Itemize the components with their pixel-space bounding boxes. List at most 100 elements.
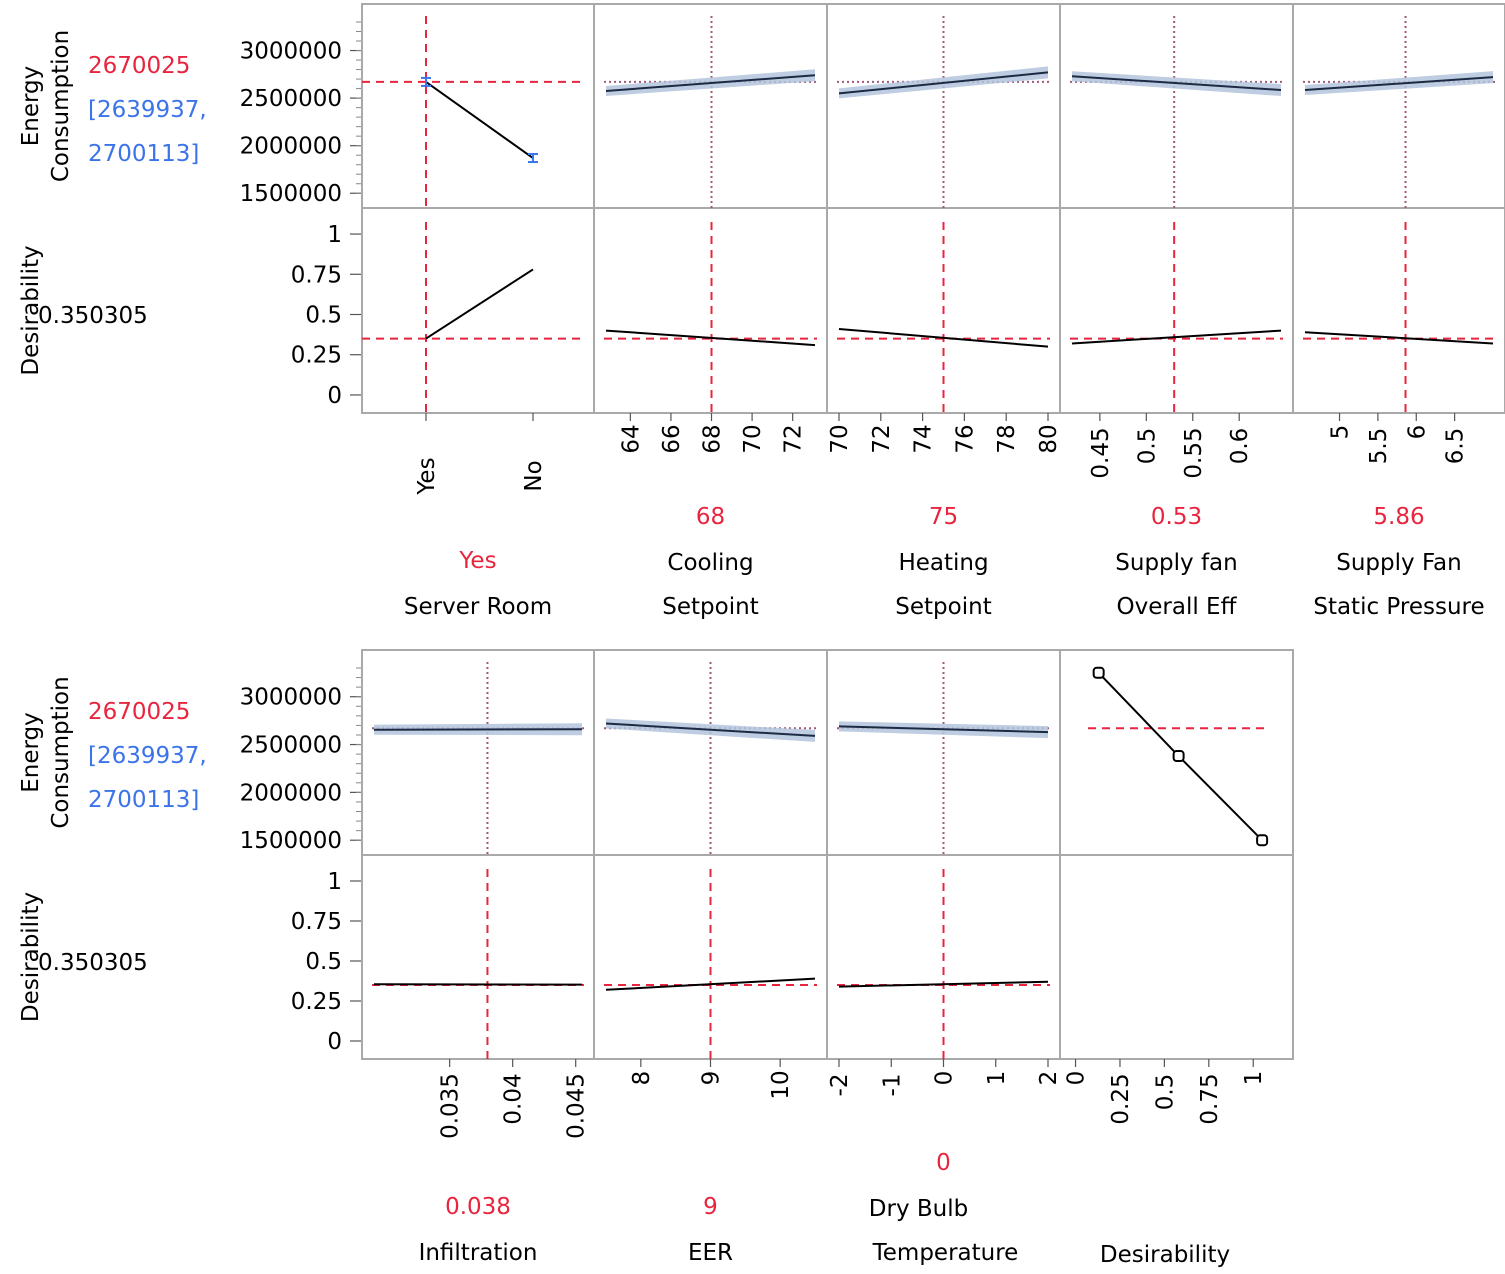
energy-tick-label: 3000000 [240, 685, 342, 711]
energy-panel-frame [361, 649, 595, 856]
factor-current-value: Yes [458, 548, 496, 574]
desirability-tick-label: 0.5 [305, 949, 342, 975]
x-tick-label: 68 [700, 424, 726, 453]
desirability-panel-frame [361, 854, 595, 1060]
factor-category-label: Yes [414, 457, 440, 495]
energy-series-line [838, 725, 1049, 734]
factor-current-value: 5.86 [1373, 504, 1424, 530]
desirability-series-line [425, 268, 534, 340]
desirability-series-line [1071, 329, 1282, 345]
x-tick-label: 6.5 [1443, 428, 1469, 465]
factor-name: Supply fan [1115, 550, 1237, 576]
factor-name: Dry Bulb [869, 1196, 968, 1222]
factor-name: Heating [898, 550, 988, 576]
energy-tick-label: 2000000 [240, 134, 342, 160]
x-tick-label: 72 [869, 424, 895, 453]
x-tick-label: 64 [618, 424, 644, 453]
factor-category-label: No [521, 460, 547, 491]
desirability-tick-label: 0 [327, 1029, 342, 1055]
x-tick-label: 1 [984, 1071, 1010, 1086]
desirability-current-value: 0.350305 [38, 303, 148, 329]
x-tick-label: 66 [659, 424, 685, 453]
x-tick-label: 1 [1241, 1071, 1267, 1086]
x-tick-label: 10 [768, 1070, 794, 1099]
desirability-series-line [605, 977, 816, 991]
factor-name: Cooling [667, 550, 753, 576]
desirability-tick-label: 0 [327, 383, 342, 409]
x-tick-label: -2 [827, 1074, 853, 1097]
desirability-panel-frame [593, 207, 828, 414]
factor-name-2: Static Pressure [1313, 594, 1484, 620]
energy-axis-label: Energy [18, 712, 44, 793]
x-tick-label: 0.55 [1181, 427, 1207, 478]
factor-name: EER [688, 1240, 733, 1266]
energy-series-line [425, 81, 534, 159]
desirability-function-point [1092, 666, 1105, 679]
energy-tick-label: 3000000 [240, 39, 342, 65]
energy-panel-frame [361, 3, 595, 209]
x-tick-label: 0.75 [1197, 1073, 1223, 1124]
x-tick-label: 72 [781, 424, 807, 453]
desirability-empty-frame [1059, 854, 1294, 1060]
factor-name: Infiltration [419, 1240, 538, 1266]
energy-ci-high: 2700113] [88, 787, 199, 813]
energy-series-line [838, 71, 1049, 95]
x-tick-label: 0.035 [438, 1073, 464, 1139]
energy-series-line [605, 722, 816, 737]
desirability-tick-label: 1 [327, 869, 342, 895]
x-tick-label: -1 [879, 1074, 905, 1097]
energy-current-value: 2670025 [88, 699, 190, 725]
energy-tick-label: 2500000 [240, 733, 342, 759]
x-tick-label: 6 [1404, 425, 1430, 440]
energy-axis-label-2: Consumption [48, 30, 74, 182]
energy-tick-label: 2000000 [240, 780, 342, 806]
x-tick-label: 0.5 [1152, 1074, 1178, 1111]
desirability-axis-label: Desirability [18, 892, 44, 1022]
factor-name-2: Temperature [872, 1240, 1019, 1266]
factor-name: Server Room [404, 594, 552, 620]
desirability-series-line [838, 327, 1049, 348]
factor-current-value: 0.53 [1151, 504, 1202, 530]
x-tick-label: 0.6 [1227, 428, 1253, 465]
desirability-current-value: 0.350305 [38, 950, 148, 976]
energy-tick-label: 2500000 [240, 86, 342, 112]
factor-name-2: Overall Eff [1117, 594, 1238, 620]
desirability-tick-label: 0.5 [305, 303, 342, 329]
x-tick-label: 0.5 [1134, 428, 1160, 465]
energy-ci-low: [2639937, [88, 97, 207, 123]
desirability-series-line [1304, 331, 1494, 345]
x-tick-label: 8 [629, 1071, 655, 1086]
x-tick-label: 0 [932, 1071, 958, 1086]
factor-current-value: 75 [929, 504, 958, 530]
desirability-function-point [1172, 750, 1185, 763]
x-tick-label: 76 [952, 424, 978, 453]
desirability-function-name: Desirability [1100, 1242, 1230, 1268]
factor-name: Supply Fan [1336, 550, 1461, 576]
x-tick-label: 80 [1036, 424, 1062, 453]
energy-series-line [605, 74, 816, 92]
x-tick-label: 9 [699, 1071, 725, 1086]
x-tick-label: 78 [994, 424, 1020, 453]
factor-name-2: Setpoint [662, 594, 758, 620]
energy-panel-frame [593, 3, 828, 209]
factor-current-value: 68 [696, 504, 725, 530]
desirability-tick-label: 1 [327, 222, 342, 248]
factor-current-value: 0.038 [445, 1194, 511, 1220]
desirability-panel-frame [361, 207, 595, 414]
energy-panel-frame [1059, 3, 1294, 209]
x-tick-label: 0.045 [564, 1073, 590, 1139]
x-tick-label: 0 [1064, 1071, 1090, 1086]
x-tick-label: 0.04 [501, 1073, 527, 1124]
x-tick-label: 0.45 [1088, 427, 1114, 478]
energy-axis-label-2: Consumption [48, 676, 74, 828]
energy-ci-low: [2639937, [88, 743, 207, 769]
factor-current-value: 0 [936, 1150, 951, 1176]
x-tick-label: 70 [827, 424, 853, 453]
desirability-panel-frame [1292, 207, 1505, 414]
desirability-panel-frame [1059, 207, 1294, 414]
energy-current-value: 2670025 [88, 53, 190, 79]
factor-current-value: 9 [703, 1194, 718, 1220]
x-tick-label: 5.5 [1366, 428, 1392, 465]
desirability-tick-label: 0.25 [291, 989, 342, 1015]
